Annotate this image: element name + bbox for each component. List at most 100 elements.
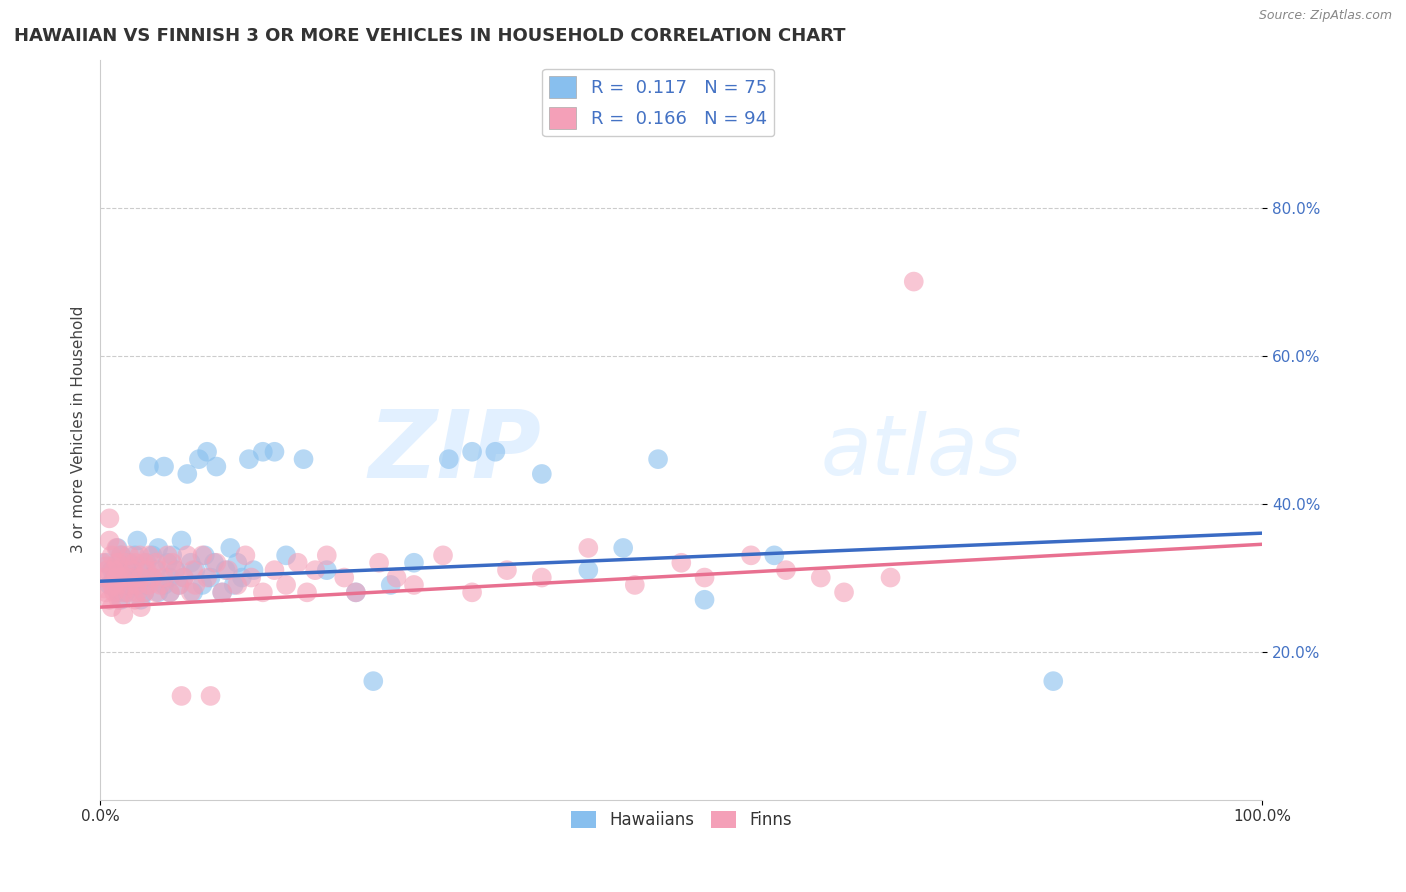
Point [252, 585, 274, 599]
Point [903, 275, 925, 289]
Point [107, 541, 129, 555]
Point [344, 585, 367, 599]
Point [124, 592, 146, 607]
Point [118, 556, 141, 570]
Point [153, 459, 176, 474]
Point [200, 689, 222, 703]
Point [263, 563, 285, 577]
Point [274, 549, 297, 563]
Point [127, 578, 149, 592]
Point [195, 570, 218, 584]
Point [235, 549, 257, 563]
Text: Source: ZipAtlas.com: Source: ZipAtlas.com [1258, 9, 1392, 22]
Point [170, 533, 193, 548]
Point [127, 585, 149, 599]
Point [295, 585, 318, 599]
Point [100, 600, 122, 615]
Point [112, 570, 135, 584]
Point [368, 556, 391, 570]
Point [112, 585, 135, 599]
Point [107, 585, 129, 599]
Point [110, 549, 132, 563]
Point [112, 607, 135, 622]
Point [222, 578, 245, 592]
Point [274, 578, 297, 592]
Point [134, 556, 156, 570]
Point [612, 541, 634, 555]
Point [252, 444, 274, 458]
Point [103, 563, 125, 577]
Point [94, 570, 117, 584]
Point [242, 563, 264, 577]
Point [181, 585, 204, 599]
Point [170, 689, 193, 703]
Point [217, 563, 239, 577]
Point [135, 563, 157, 577]
Point [200, 570, 222, 584]
Point [187, 452, 209, 467]
Point [124, 570, 146, 584]
Point [156, 556, 179, 570]
Point [100, 563, 122, 577]
Point [98, 592, 121, 607]
Point [112, 563, 135, 577]
Point [693, 570, 716, 584]
Point [191, 549, 214, 563]
Point [121, 563, 143, 577]
Point [165, 563, 187, 577]
Point [576, 541, 599, 555]
Point [110, 592, 132, 607]
Point [484, 444, 506, 458]
Text: HAWAIIAN VS FINNISH 3 OR MORE VEHICLES IN HOUSEHOLD CORRELATION CHART: HAWAIIAN VS FINNISH 3 OR MORE VEHICLES I… [14, 27, 845, 45]
Point [202, 556, 225, 570]
Point [118, 549, 141, 563]
Point [114, 556, 136, 570]
Point [96, 563, 118, 577]
Text: ZIP: ZIP [368, 406, 541, 498]
Point [181, 563, 204, 577]
Point [205, 556, 228, 570]
Point [118, 563, 141, 577]
Point [219, 541, 242, 555]
Point [361, 674, 384, 689]
Point [292, 452, 315, 467]
Point [461, 585, 484, 599]
Point [110, 549, 132, 563]
Point [135, 578, 157, 592]
Point [176, 549, 198, 563]
Point [211, 585, 233, 599]
Point [141, 570, 163, 584]
Point [231, 570, 253, 584]
Point [103, 585, 125, 599]
Point [173, 570, 195, 584]
Point [149, 578, 172, 592]
Text: atlas: atlas [821, 411, 1022, 492]
Point [107, 592, 129, 607]
Point [105, 570, 128, 584]
Point [105, 541, 128, 555]
Point [402, 556, 425, 570]
Point [160, 556, 183, 570]
Point [118, 578, 141, 592]
Point [107, 556, 129, 570]
Point [134, 585, 156, 599]
Point [94, 556, 117, 570]
Point [576, 563, 599, 577]
Point [156, 549, 179, 563]
Point [159, 585, 181, 599]
Point [153, 578, 176, 592]
Point [240, 570, 263, 584]
Point [145, 556, 167, 570]
Point [211, 585, 233, 599]
Point [114, 585, 136, 599]
Point [879, 570, 901, 584]
Point [129, 600, 152, 615]
Y-axis label: 3 or more Vehicles in Household: 3 or more Vehicles in Household [72, 306, 86, 553]
Point [135, 556, 157, 570]
Point [138, 459, 160, 474]
Point [121, 578, 143, 592]
Legend: Hawaiians, Finns: Hawaiians, Finns [564, 804, 799, 836]
Point [195, 444, 218, 458]
Point [385, 570, 408, 584]
Point [402, 578, 425, 592]
